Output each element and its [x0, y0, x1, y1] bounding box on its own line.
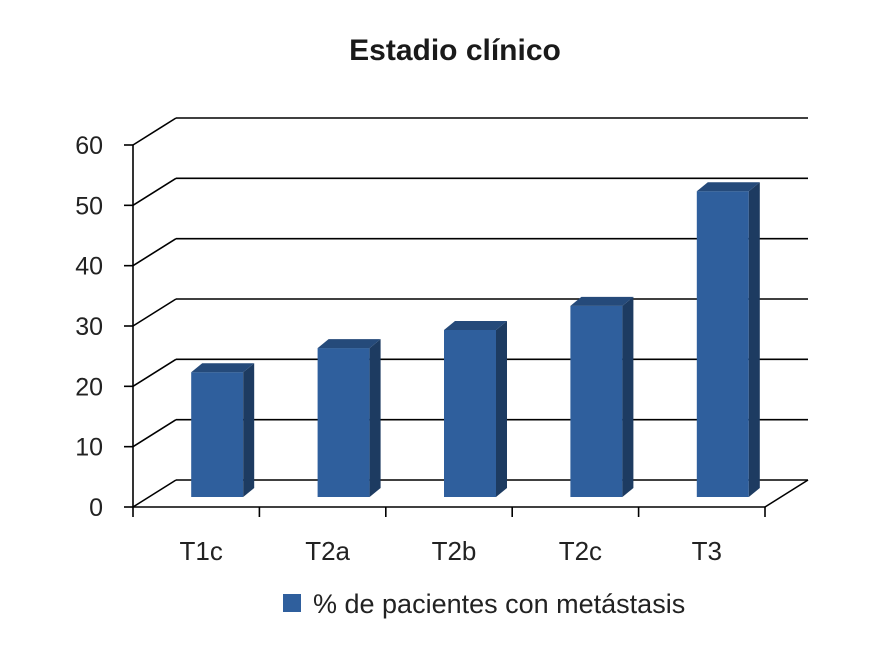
bar-top [317, 339, 381, 349]
axis-labels: 0 10 20 30 40 50 60 T1c T2a T2b T2c T3 [75, 132, 722, 566]
y-tick-label: 50 [75, 192, 103, 220]
bar [696, 182, 760, 497]
y-tick-label: 40 [75, 253, 103, 281]
bar [570, 296, 634, 497]
gridline-wall [132, 358, 177, 388]
bar-side [243, 363, 255, 497]
axes [124, 144, 766, 517]
bar-side [748, 182, 760, 497]
chart-title: Estadio clínico [349, 34, 561, 67]
x-tick-label: T1c [180, 536, 223, 566]
y-tick-label: 60 [75, 132, 103, 160]
bar [444, 320, 507, 497]
gridline-wall [132, 177, 177, 207]
bar-side [622, 296, 634, 497]
gridline-wall [132, 479, 177, 508]
bar-side [369, 339, 381, 497]
x-tick-label: T2c [559, 536, 602, 566]
x-tick-label: T2a [305, 536, 350, 566]
floor-right-edge [764, 479, 809, 508]
bar-top [570, 296, 634, 306]
x-tick-label: T3 [692, 536, 722, 566]
bar-front [444, 329, 496, 497]
bars [191, 182, 760, 497]
gridline-wall [132, 117, 177, 146]
bar [191, 363, 255, 497]
bar-front [317, 348, 370, 497]
gridline-wall [132, 298, 177, 327]
gridline-wall [132, 418, 177, 448]
legend-label: % de pacientes con metástasis [313, 589, 685, 619]
bar [317, 339, 381, 497]
y-tick-label: 0 [89, 494, 103, 522]
bar-side [496, 320, 507, 497]
bar-top [191, 363, 255, 373]
y-tick-label: 10 [75, 434, 103, 462]
gridline-wall [132, 237, 177, 267]
bar-front [570, 305, 623, 497]
x-tick-label: T2b [432, 536, 477, 566]
bar-front [696, 191, 749, 497]
bar-top [444, 320, 507, 330]
legend: % de pacientes con metástasis [283, 589, 685, 619]
y-tick-label: 20 [75, 373, 103, 401]
y-tick-label: 30 [75, 313, 103, 341]
legend-swatch [283, 594, 301, 612]
bar-top [696, 182, 760, 192]
bar-front [191, 372, 244, 497]
